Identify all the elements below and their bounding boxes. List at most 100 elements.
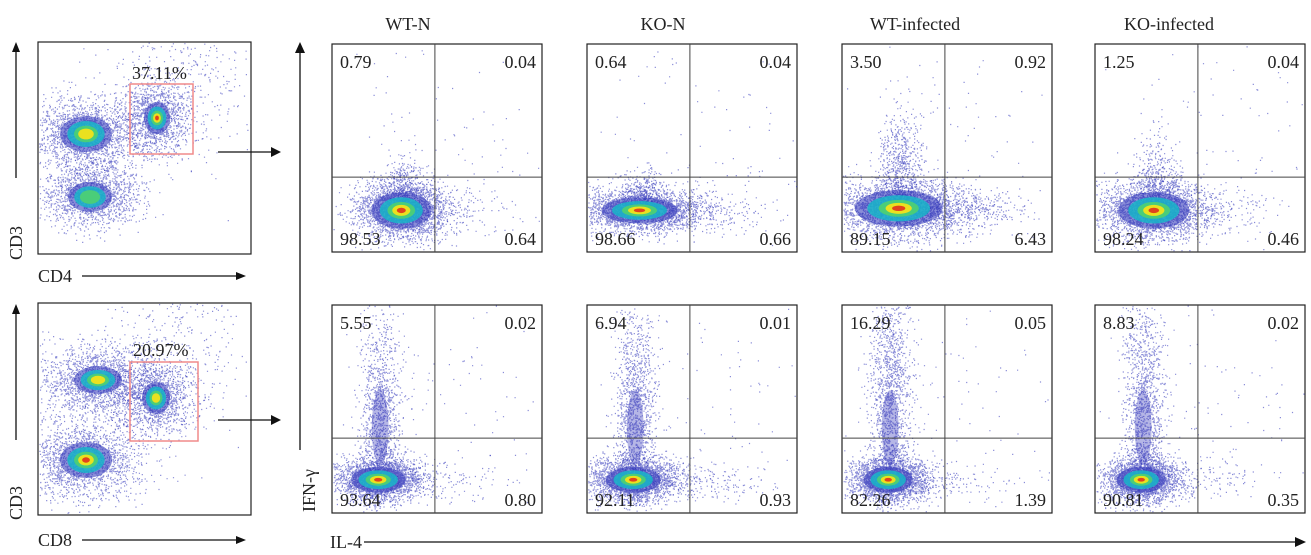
panel-cd4-wt-infected-quadrant-lr: 6.43 — [1015, 229, 1047, 249]
cd8-pos-cluster-density-level-3 — [151, 393, 161, 403]
panel-cd8-ko-n: 6.94 0.01 92.11 0.93 — [586, 304, 798, 514]
panel-cd8-ko-n-density-level-4 — [629, 477, 638, 482]
scatter-dots — [857, 305, 926, 513]
cd8-gate-percent: 20.97% — [133, 340, 189, 360]
panel-cd4-ko-infected-quadrant-ul: 1.25 — [1103, 52, 1135, 72]
gating-plot-cd8-frame — [37, 302, 252, 516]
ifn-gamma-axis-arrowhead — [295, 42, 305, 53]
panel-cd8-wt-n-quadrant-ur: 0.02 — [505, 313, 537, 333]
column-header-wt-infected: WT-infected — [870, 14, 960, 34]
panel-cd4-ko-infected-density-level-4 — [1148, 207, 1160, 214]
gating-plot-cd4-density — [39, 42, 249, 243]
panel-cd8-ko-infected-quadrant-ll: 90.81 — [1103, 490, 1144, 510]
cd4-pos-cluster-density-level-4 — [155, 115, 159, 121]
cd8-axis-arrowhead — [236, 536, 246, 544]
panel-cd8-ko-n-quadrant-ur: 0.01 — [760, 313, 792, 333]
cd3-axis-label-bottom: CD3 — [6, 486, 26, 520]
panel-cd8-ko-infected-quadrant-ul: 8.83 — [1103, 313, 1135, 333]
panel-cd8-wt-infected-quadrant-ll: 82.26 — [850, 490, 891, 510]
panel-cd4-ko-n-quadrant-ll: 98.66 — [595, 229, 636, 249]
column-header-ko-n: KO-N — [641, 14, 686, 34]
panel-cd8-wt-n-quadrant-lr: 0.80 — [505, 490, 537, 510]
panel-cd4-ko-n-density-level-4 — [633, 208, 646, 213]
scatter-dots — [845, 46, 1045, 252]
scatter-dots — [600, 308, 796, 505]
panel-cd8-wt-infected-quadrant-ur: 0.05 — [1015, 313, 1047, 333]
panel-cd4-wt-infected-quadrant-ll: 89.15 — [850, 229, 891, 249]
cd3-axis-label-top: CD3 — [6, 226, 26, 260]
panel-cd8-wt-infected-quadrant-lr: 1.39 — [1015, 490, 1047, 510]
panel-cd4-wt-n-frame — [331, 43, 543, 253]
panel-cd8-wt-infected: 16.29 0.05 82.26 1.39 — [841, 304, 1053, 514]
panel-cd8-ko-n-stream — [626, 390, 644, 466]
cd4-axis-label: CD4 — [38, 266, 72, 286]
panel-cd4-wt-n-quadrant-ll: 98.53 — [340, 229, 381, 249]
panel-cd8-wt-infected-density-level-4 — [884, 477, 892, 482]
panel-cd8-ko-infected-stream — [1134, 390, 1152, 466]
panel-cd4-ko-n-quadrant-ur: 0.04 — [760, 52, 792, 72]
panel-cd8-wt-n-quadrant-ul: 5.55 — [340, 313, 372, 333]
column-header-ko-infected: KO-infected — [1124, 14, 1214, 34]
panel-cd4-ko-n: 0.64 0.04 98.66 0.66 — [586, 43, 798, 253]
panel-cd8-ko-infected-density-level-4 — [1137, 477, 1145, 482]
scatter-dots — [1099, 305, 1305, 494]
panel-cd8-wt-infected-stream — [881, 390, 899, 466]
cd8-neg-cluster-density-level-3 — [90, 375, 106, 385]
cd3-neg-cluster-density-level-2 — [79, 190, 101, 204]
scatter-dots — [346, 305, 534, 504]
cd3-axis-arrowhead-top — [12, 42, 20, 52]
gating-axes: CD3 CD4 CD3 CD8 — [6, 42, 246, 550]
cd4-axis-arrowhead — [236, 272, 246, 280]
il4-axis-label: IL-4 — [330, 532, 362, 552]
panel-cd8-ko-n-quadrant-ll: 92.11 — [595, 490, 635, 510]
panel-cd8-wt-n: 5.55 0.02 93.64 0.80 — [331, 304, 543, 514]
panel-cd4-ko-infected-quadrant-ur: 0.04 — [1268, 52, 1300, 72]
cd8-axis-label: CD8 — [38, 530, 72, 550]
panel-cd8-wt-n-stream-core — [371, 390, 389, 466]
panel-cd4-wt-n-quadrant-ur: 0.04 — [505, 52, 537, 72]
panel-cd8-ko-n-stream-core — [626, 390, 644, 466]
gate-arrows — [218, 147, 281, 425]
gating-plot-cd4: 37.11% — [37, 41, 252, 255]
panel-cd4-ko-infected-quadrant-ll: 98.24 — [1103, 229, 1144, 249]
column-header-wt-n: WT-N — [385, 14, 430, 34]
cd8-gate-arrowhead — [271, 415, 281, 425]
ifn-gamma-axis-label: IFN-γ — [299, 469, 319, 512]
scatter-dots — [1096, 456, 1282, 503]
panel-cd8-ko-infected-quadrant-lr: 0.35 — [1268, 490, 1300, 510]
gating-plot-cd8-density — [39, 303, 247, 514]
panel-cd4-wt-n-density-level-4 — [396, 207, 406, 214]
scatter-dots — [598, 308, 668, 512]
panel-cd4-ko-infected: 1.25 0.04 98.24 0.46 — [1094, 43, 1306, 253]
cd4-neg-cluster-density-level-3 — [78, 128, 94, 140]
panel-cd4-ko-infected-quadrant-lr: 0.46 — [1268, 229, 1300, 249]
panel-cd8-wt-infected-stream-core — [881, 390, 899, 466]
panel-cd4-wt-infected-quadrant-ul: 3.50 — [850, 52, 882, 72]
cd4-gate-rectangle — [129, 83, 194, 155]
quadrant-panels: 0.79 0.04 98.53 0.64 0.64 0.04 98.66 0.66 3.50 0.… — [331, 43, 1306, 514]
panel-cd8-ko-n-quadrant-ul: 6.94 — [595, 313, 627, 333]
scatter-dots — [851, 310, 1049, 503]
il4-axis-arrowhead — [1295, 537, 1306, 547]
cd4-gate-arrowhead — [271, 147, 281, 157]
panel-cd4-wt-n-quadrant-lr: 0.64 — [505, 229, 537, 249]
panel-cd8-wt-n-quadrant-ll: 93.64 — [340, 490, 381, 510]
panel-cd8-ko-n-quadrant-lr: 0.93 — [760, 490, 792, 510]
panel-cd8-ko-infected-quadrant-ur: 0.02 — [1268, 313, 1300, 333]
panel-cd4-wt-infected: 3.50 0.92 89.15 6.43 — [841, 43, 1053, 253]
cd4-gate-percent: 37.11% — [132, 63, 187, 83]
panel-cd8-wt-n-stream — [371, 390, 389, 466]
main-axes: IFN-γ IL-4 — [295, 42, 1306, 552]
scatter-dots — [844, 450, 1050, 513]
gating-plot-cd8: 20.97% — [37, 302, 252, 516]
panel-cd8-ko-infected: 8.83 0.02 90.81 0.35 — [1094, 304, 1306, 514]
panel-cd4-wt-infected-quadrant-ur: 0.92 — [1015, 52, 1047, 72]
panel-cd4-wt-n-quadrant-ul: 0.79 — [340, 52, 372, 72]
scatter-dots — [342, 305, 415, 513]
cd3-axis-arrowhead-bottom — [12, 304, 20, 314]
panel-cd4-wt-infected-density-level-4 — [892, 205, 906, 212]
cd3-neg-cluster-density-level-4 — [82, 457, 90, 463]
cd8-gate-rectangle — [129, 361, 199, 442]
panel-cd4-ko-n-quadrant-ul: 0.64 — [595, 52, 627, 72]
